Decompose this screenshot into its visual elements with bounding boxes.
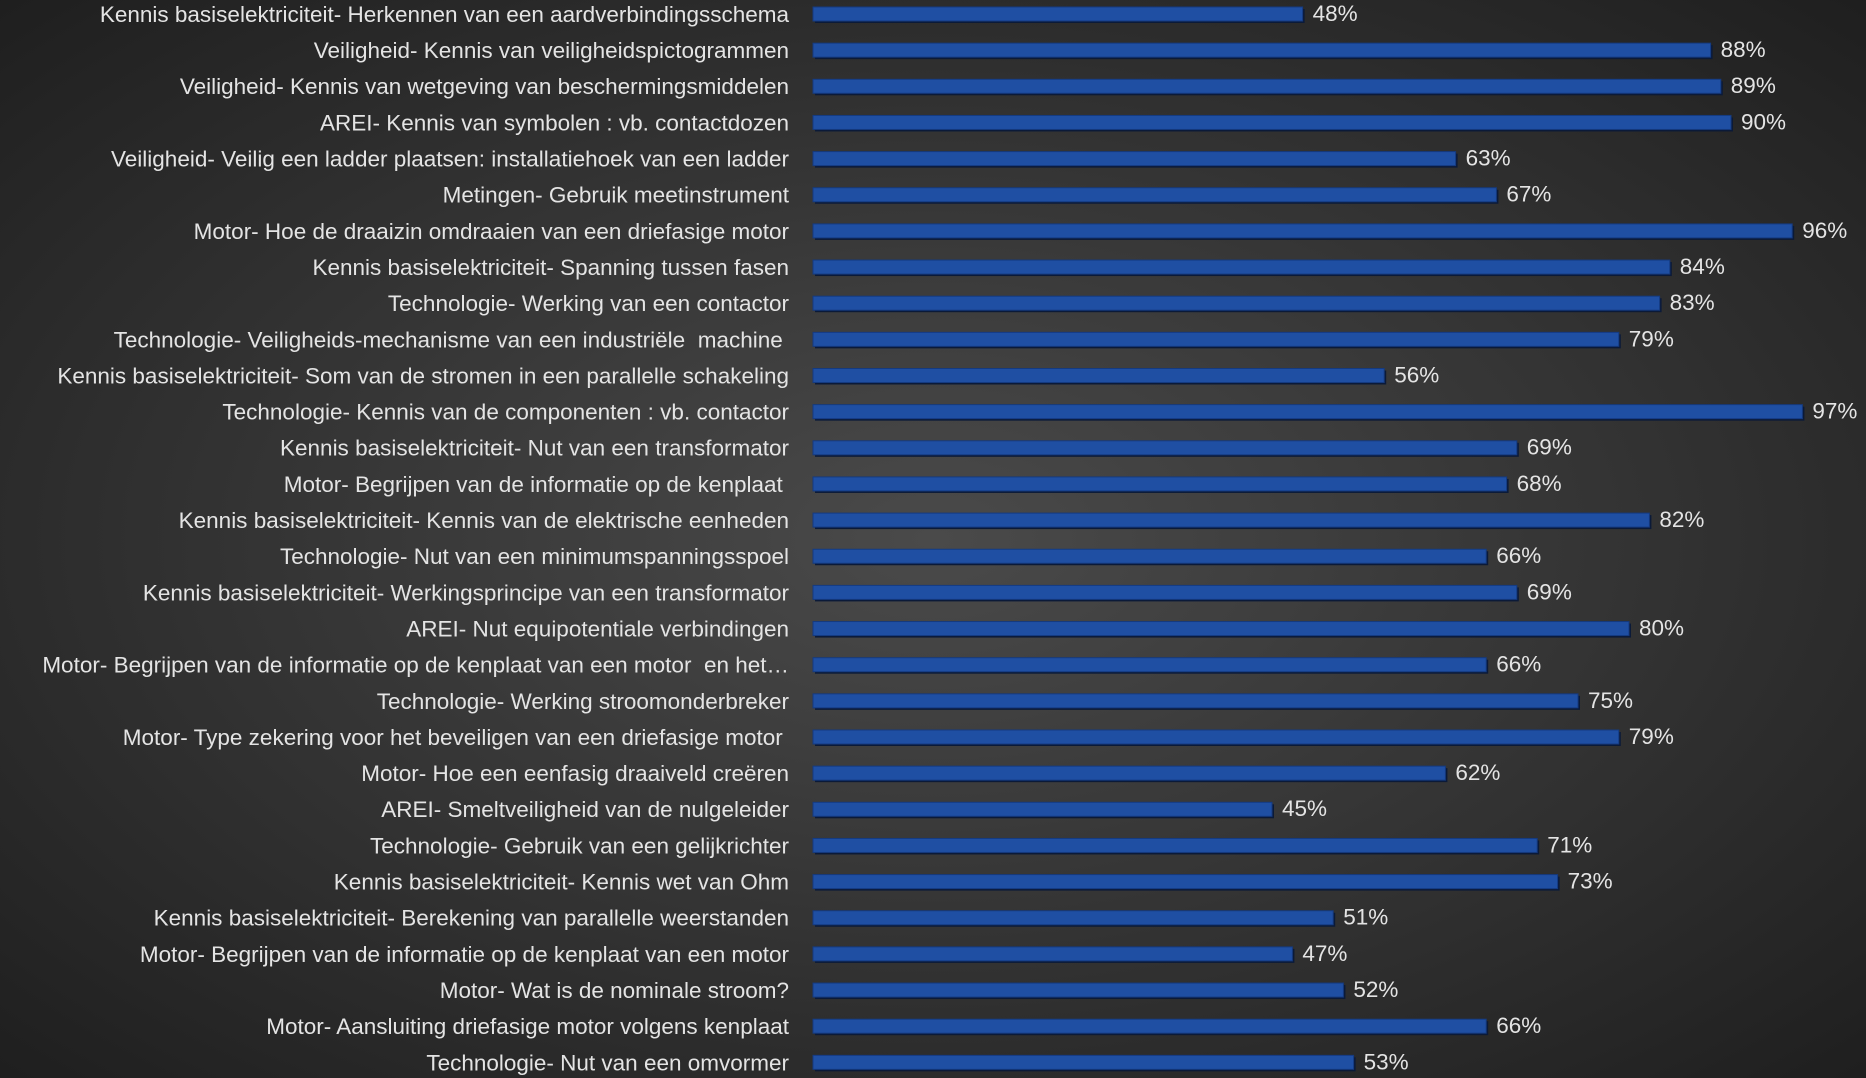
category-label: Motor- Hoe een eenfasig draaiveld creëre… <box>361 761 789 786</box>
value-label: 80% <box>1639 615 1684 640</box>
bar <box>812 837 1538 853</box>
category-label: Motor- Type zekering voor het beveiligen… <box>123 725 789 750</box>
category-label: Kennis basiselektriciteit- Werkingsprinc… <box>143 580 790 605</box>
value-label: 52% <box>1353 977 1398 1002</box>
value-label: 90% <box>1741 109 1786 134</box>
plot-area: Kennis basiselektriciteit- Herkennen van… <box>42 1 1857 1075</box>
category-label: Technologie- Veiligheids-mechanisme van … <box>114 327 789 352</box>
value-label: 69% <box>1527 579 1572 604</box>
bar <box>812 78 1722 94</box>
value-label: 88% <box>1721 37 1766 62</box>
bar <box>812 874 1559 890</box>
bar <box>812 801 1273 817</box>
bar <box>812 368 1385 383</box>
bar <box>812 910 1334 926</box>
bar <box>812 440 1518 456</box>
value-label: 62% <box>1455 760 1500 785</box>
category-label: Technologie- Werking stroomonderbreker <box>377 689 790 714</box>
bar <box>812 765 1446 781</box>
bar <box>812 187 1497 203</box>
value-label: 45% <box>1282 796 1327 821</box>
bar <box>812 548 1487 564</box>
bar <box>812 946 1293 962</box>
value-label: 69% <box>1527 435 1572 460</box>
category-label: AREI- Nut equipotentiale verbindingen <box>406 616 789 641</box>
value-label: 97% <box>1812 399 1857 424</box>
value-label: 63% <box>1466 146 1511 171</box>
category-label: Veiligheid- Kennis van veiligheidspictog… <box>314 38 789 63</box>
category-label: Motor- Wat is de nominale stroom? <box>440 978 789 1003</box>
value-label: 66% <box>1496 543 1541 568</box>
bar <box>812 151 1457 167</box>
bar <box>812 1054 1355 1070</box>
value-label: 66% <box>1496 1013 1541 1038</box>
bar <box>812 259 1671 275</box>
category-label: Motor- Hoe de draaizin omdraaien van een… <box>194 219 790 244</box>
bar <box>812 512 1650 528</box>
category-label: Technologie- Werking van een contactor <box>388 291 790 316</box>
value-label: 68% <box>1517 471 1562 496</box>
bar <box>812 295 1661 311</box>
category-label: Kennis basiselektriciteit- Berekening va… <box>154 906 789 931</box>
category-label: Technologie- Nut van een minimumspanning… <box>280 544 789 569</box>
category-label: Technologie- Gebruik van een gelijkricht… <box>370 833 789 858</box>
bar <box>812 729 1620 745</box>
value-label: 89% <box>1731 73 1776 98</box>
value-label: 51% <box>1343 905 1388 930</box>
category-label: Technologie- Kennis van de componenten :… <box>222 400 789 425</box>
category-label: AREI- Smeltveiligheid van de nulgeleider <box>381 797 789 822</box>
category-label: Kennis basiselektriciteit- Nut van een t… <box>280 436 789 461</box>
category-label: Kennis basiselektriciteit- Som van de st… <box>57 363 789 388</box>
bar <box>812 693 1579 709</box>
bar <box>812 584 1518 600</box>
value-label: 82% <box>1659 507 1704 532</box>
category-label: Kennis basiselektriciteit- Spanning tuss… <box>312 255 789 280</box>
category-label: Veiligheid- Veilig een ladder plaatsen: … <box>111 147 789 172</box>
value-label: 79% <box>1629 724 1674 749</box>
bar <box>812 114 1732 130</box>
category-label: Motor- Aansluiting driefasige motor volg… <box>266 1014 790 1039</box>
bar <box>812 1018 1487 1034</box>
value-label: 96% <box>1802 218 1847 243</box>
value-label: 67% <box>1506 182 1551 207</box>
bar <box>812 42 1712 58</box>
category-label: Kennis basiselektriciteit- Herkennen van… <box>100 2 790 27</box>
category-label: Metingen- Gebruik meetinstrument <box>443 183 790 208</box>
category-label: Veiligheid- Kennis van wetgeving van bes… <box>180 74 789 99</box>
value-label: 66% <box>1496 652 1541 677</box>
category-label: Motor- Begrijpen van de informatie op de… <box>140 942 790 967</box>
value-label: 73% <box>1568 869 1613 894</box>
value-label: 79% <box>1629 326 1674 351</box>
category-label: Motor- Begrijpen van de informatie op de… <box>42 653 789 678</box>
category-label: Motor- Begrijpen van de informatie op de… <box>284 472 789 497</box>
bar <box>812 621 1630 637</box>
category-label: Kennis basiselektriciteit- Kennis wet va… <box>334 870 789 895</box>
category-label: Technologie- Nut van een omvormer <box>426 1050 789 1075</box>
value-label: 75% <box>1588 688 1633 713</box>
category-label: Kennis basiselektriciteit- Kennis van de… <box>179 508 789 533</box>
bar <box>812 331 1620 347</box>
bar <box>812 404 1803 420</box>
bar <box>812 657 1487 673</box>
bar <box>812 476 1508 492</box>
bar <box>812 6 1304 22</box>
value-label: 71% <box>1547 832 1592 857</box>
value-label: 84% <box>1680 254 1725 279</box>
value-label: 83% <box>1670 290 1715 315</box>
category-label: AREI- Kennis van symbolen : vb. contactd… <box>320 110 789 135</box>
value-label: 48% <box>1313 1 1358 26</box>
value-label: 56% <box>1394 362 1439 387</box>
value-label: 47% <box>1302 941 1347 966</box>
bar <box>812 223 1793 239</box>
value-label: 53% <box>1364 1049 1409 1074</box>
bar <box>812 982 1344 998</box>
